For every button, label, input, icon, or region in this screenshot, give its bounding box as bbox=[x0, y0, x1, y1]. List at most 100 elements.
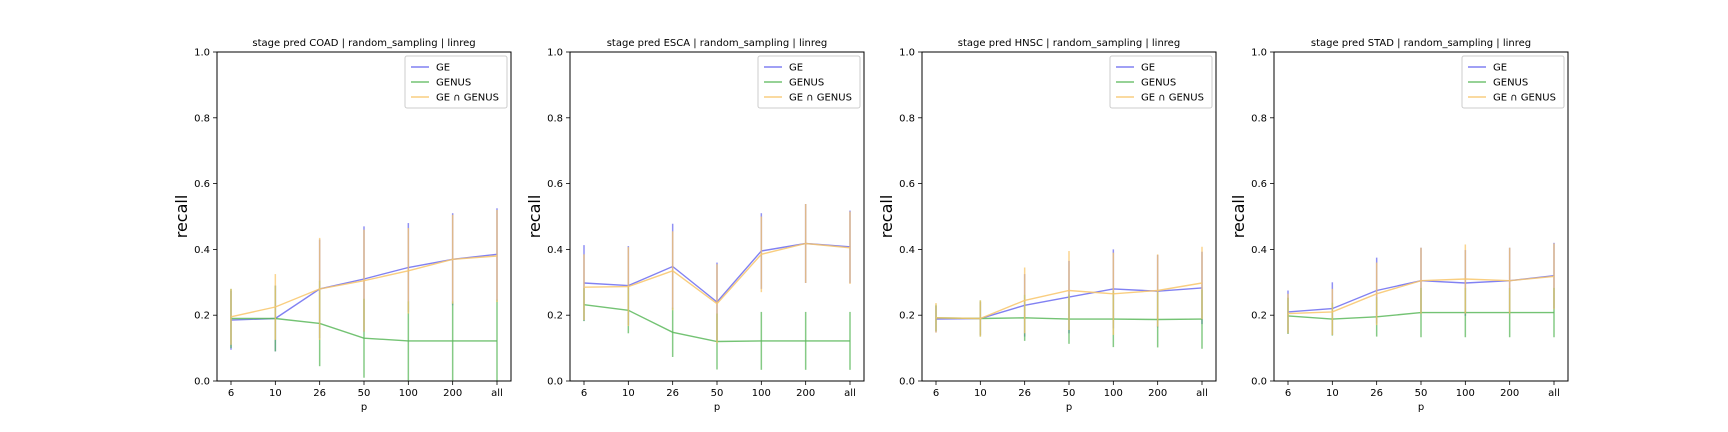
y-tick-label: 0.4 bbox=[547, 245, 563, 256]
x-axis-label: p bbox=[361, 402, 367, 413]
legend-label: GE bbox=[436, 63, 450, 74]
plot-frame bbox=[1273, 51, 1569, 382]
x-axis-label: p bbox=[1418, 402, 1424, 413]
legend-label: GE bbox=[1493, 63, 1507, 74]
x-tick-label: 200 bbox=[1148, 388, 1167, 399]
x-tick-label: 100 bbox=[1456, 388, 1475, 399]
series-2 bbox=[1287, 243, 1555, 335]
x-tick-label: 26 bbox=[313, 388, 326, 399]
y-tick-label: 0.4 bbox=[194, 245, 210, 256]
x-tick-label: 200 bbox=[796, 388, 815, 399]
y-tick-label: 0.8 bbox=[194, 113, 210, 124]
legend-label: GENUS bbox=[436, 78, 471, 89]
x-tick-label: 10 bbox=[622, 388, 635, 399]
x-tick-label: 50 bbox=[711, 388, 724, 399]
x-tick-label: 6 bbox=[1285, 388, 1291, 399]
series-line bbox=[935, 282, 1203, 320]
legend: GE GENUS GE ∩ GENUS bbox=[1109, 55, 1213, 109]
x-tick-label: 10 bbox=[269, 388, 282, 399]
legend-box bbox=[404, 55, 508, 109]
x-tick-label: 10 bbox=[974, 388, 987, 399]
chart-panel-1: stage pred ESCA | random_sampling | linr… bbox=[525, 38, 865, 413]
series-line bbox=[230, 255, 498, 318]
y-tick-label: 0.0 bbox=[194, 377, 210, 388]
x-tick-label: 10 bbox=[1326, 388, 1339, 399]
legend-label: GE bbox=[789, 63, 803, 74]
y-tick-label: 0.8 bbox=[899, 113, 915, 124]
legend-label: GE bbox=[1141, 63, 1155, 74]
y-tick-label: 0.6 bbox=[1251, 179, 1267, 190]
y-tick-label: 0.0 bbox=[899, 377, 915, 388]
y-tick-label: 1.0 bbox=[1251, 48, 1267, 59]
legend-box bbox=[757, 55, 861, 109]
legend-box bbox=[1461, 55, 1565, 109]
y-tick-label: 0.6 bbox=[547, 179, 563, 190]
y-tick-label: 1.0 bbox=[194, 48, 210, 59]
legend: GE GENUS GE ∩ GENUS bbox=[757, 55, 861, 109]
chart-panel-0: stage pred COAD | random_sampling | linr… bbox=[172, 38, 512, 413]
y-tick-label: 0.2 bbox=[899, 311, 915, 322]
x-tick-label: all bbox=[491, 388, 503, 399]
plot-frame bbox=[216, 51, 512, 382]
x-tick-label: 50 bbox=[358, 388, 371, 399]
y-tick-label: 0.0 bbox=[1251, 377, 1267, 388]
x-axis-label: p bbox=[714, 402, 720, 413]
x-tick-label: 50 bbox=[1415, 388, 1428, 399]
x-tick-label: 6 bbox=[228, 388, 234, 399]
x-tick-label: 100 bbox=[752, 388, 771, 399]
y-tick-label: 1.0 bbox=[899, 48, 915, 59]
x-tick-label: all bbox=[1548, 388, 1560, 399]
chart-title: stage pred STAD | random_sampling | linr… bbox=[1311, 38, 1531, 49]
y-axis-label: recall bbox=[172, 195, 191, 239]
x-tick-label: 200 bbox=[443, 388, 462, 399]
legend-label: GENUS bbox=[1493, 78, 1528, 89]
y-axis-label: recall bbox=[525, 195, 544, 239]
legend-label: GENUS bbox=[789, 78, 824, 89]
y-tick-label: 0.2 bbox=[1251, 311, 1267, 322]
plot-frame bbox=[921, 51, 1217, 382]
chart-panel-3: stage pred STAD | random_sampling | linr… bbox=[1229, 38, 1569, 413]
y-tick-label: 0.8 bbox=[1251, 113, 1267, 124]
legend-box bbox=[1109, 55, 1213, 109]
x-axis-label: p bbox=[1066, 402, 1072, 413]
y-tick-label: 0.4 bbox=[1251, 245, 1267, 256]
plot-frame bbox=[569, 51, 865, 382]
x-tick-label: 200 bbox=[1500, 388, 1519, 399]
y-tick-label: 0.2 bbox=[194, 311, 210, 322]
legend-label: GE ∩ GENUS bbox=[789, 93, 852, 104]
x-tick-label: 50 bbox=[1063, 388, 1076, 399]
legend-label: GE ∩ GENUS bbox=[436, 93, 499, 104]
chart-title: stage pred ESCA | random_sampling | linr… bbox=[607, 38, 828, 49]
y-tick-label: 0.0 bbox=[547, 377, 563, 388]
x-tick-label: all bbox=[1196, 388, 1208, 399]
series-2 bbox=[935, 246, 1203, 337]
y-tick-label: 0.4 bbox=[899, 245, 915, 256]
y-axis-label: recall bbox=[877, 195, 896, 239]
y-tick-label: 1.0 bbox=[547, 48, 563, 59]
x-tick-label: all bbox=[844, 388, 856, 399]
x-tick-label: 26 bbox=[1018, 388, 1031, 399]
y-axis-label: recall bbox=[1229, 195, 1248, 239]
series-line bbox=[1287, 275, 1555, 315]
legend-label: GE ∩ GENUS bbox=[1493, 93, 1556, 104]
legend-label: GE ∩ GENUS bbox=[1141, 93, 1204, 104]
legend: GE GENUS GE ∩ GENUS bbox=[404, 55, 508, 109]
series-2 bbox=[230, 209, 498, 345]
chart-panel-2: stage pred HNSC | random_sampling | linr… bbox=[877, 38, 1217, 413]
y-tick-label: 0.8 bbox=[547, 113, 563, 124]
chart-title: stage pred HNSC | random_sampling | linr… bbox=[958, 38, 1180, 49]
y-tick-label: 0.6 bbox=[899, 179, 915, 190]
legend-label: GENUS bbox=[1141, 78, 1176, 89]
y-tick-label: 0.6 bbox=[194, 179, 210, 190]
x-tick-label: 26 bbox=[1370, 388, 1383, 399]
x-tick-label: 26 bbox=[666, 388, 679, 399]
x-tick-label: 100 bbox=[399, 388, 418, 399]
x-tick-label: 100 bbox=[1104, 388, 1123, 399]
chart-title: stage pred COAD | random_sampling | linr… bbox=[252, 38, 475, 49]
y-tick-label: 0.2 bbox=[547, 311, 563, 322]
series-2 bbox=[583, 203, 851, 344]
legend: GE GENUS GE ∩ GENUS bbox=[1461, 55, 1565, 109]
series-line bbox=[583, 242, 851, 305]
x-tick-label: 6 bbox=[933, 388, 939, 399]
